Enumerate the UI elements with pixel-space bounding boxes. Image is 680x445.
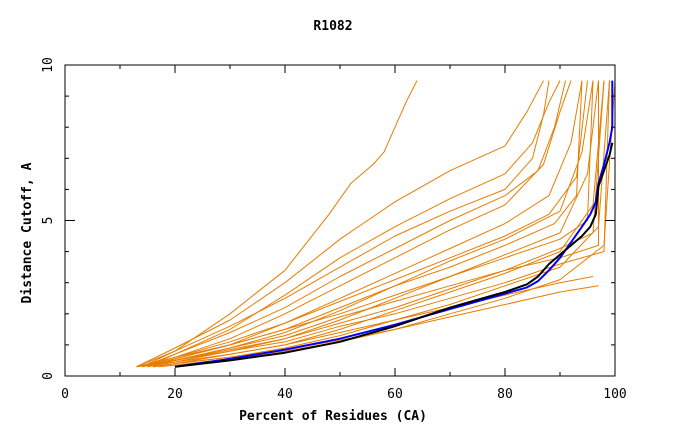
series-line-2	[136, 80, 418, 368]
series-line-5	[141, 80, 572, 368]
y-tick-label: 10	[41, 57, 56, 73]
series-line-11	[158, 80, 616, 368]
series-line-18	[152, 285, 599, 368]
series-line-15	[147, 80, 566, 368]
series-line-3	[136, 80, 544, 368]
series-line-16	[141, 80, 550, 368]
y-axis-label: Distance Cutoff, A	[20, 162, 35, 303]
series-line-4	[141, 80, 561, 368]
x-tick-label: 0	[61, 387, 69, 402]
x-tick-label: 20	[167, 387, 183, 402]
series-line-20	[141, 80, 583, 368]
chart-title: R1082	[313, 19, 352, 34]
series-line-6	[147, 80, 583, 368]
series-line-19	[147, 80, 610, 368]
y-tick-label: 5	[41, 217, 56, 225]
series-layer	[136, 80, 616, 368]
series-line-13	[136, 276, 594, 368]
axis-layer: 0 20 40 60 80 100 0 5 10	[41, 57, 627, 402]
series-line-14	[141, 80, 588, 368]
y-tick-label: 0	[41, 372, 56, 380]
series-line-7	[147, 80, 594, 368]
x-tick-label: 100	[603, 387, 626, 402]
series-line-8	[147, 80, 599, 368]
series-line-17	[136, 80, 594, 368]
series-line-12	[141, 80, 599, 368]
series-line-9	[152, 80, 605, 368]
x-tick-label: 60	[387, 387, 403, 402]
series-line-21	[136, 80, 605, 368]
highlight-series-line-1	[174, 142, 614, 368]
x-tick-label: 40	[277, 387, 293, 402]
x-tick-label: 80	[497, 387, 513, 402]
highlight-series-line-0	[174, 80, 614, 368]
x-axis-label: Percent of Residues (CA)	[239, 409, 427, 424]
